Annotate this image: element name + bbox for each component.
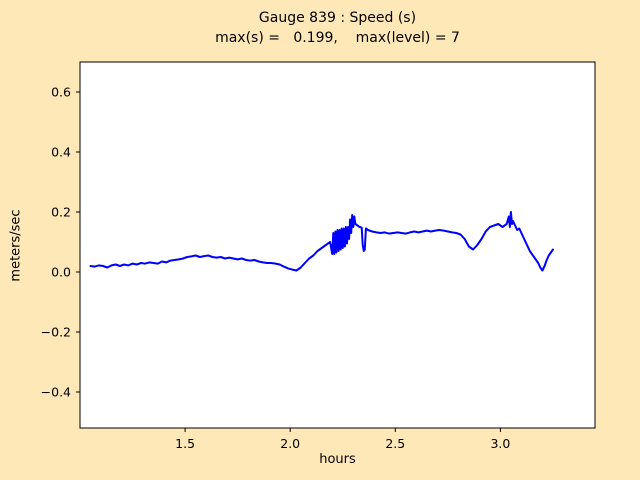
y-tick-label: 0.0 [51,265,71,280]
series-speed [89,211,554,272]
x-axis-label: hours [319,452,356,467]
x-tick-label: 1.5 [175,436,195,451]
x-tick-label: 2.0 [280,436,300,451]
chart-title: Gauge 839 : Speed (s) [258,10,417,26]
y-tick-label: −0.4 [41,385,71,400]
y-tick-label: 0.6 [51,85,71,100]
y-tick-label: 0.2 [51,205,71,220]
x-tick-label: 2.5 [385,436,405,451]
y-tick-label: −0.2 [41,325,71,340]
x-tick-label: 3.0 [490,436,510,451]
y-tick-label: 0.4 [51,145,71,160]
chart-subtitle: max(s) = 0.199, max(level) = 7 [215,30,460,46]
